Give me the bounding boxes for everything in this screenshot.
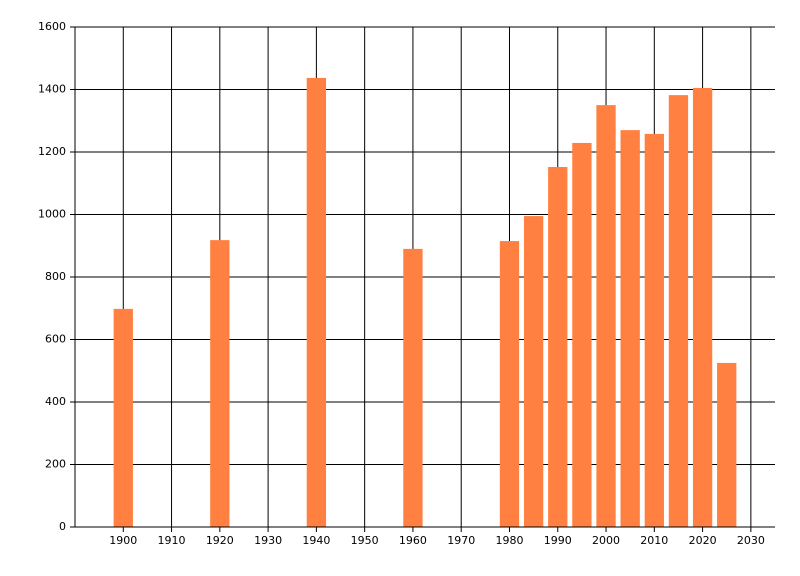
y-tick-label: 1400 bbox=[38, 83, 66, 96]
bar bbox=[499, 241, 520, 527]
bar bbox=[668, 95, 689, 527]
y-tick-label: 600 bbox=[45, 333, 66, 346]
x-tick-label: 1910 bbox=[158, 534, 186, 547]
bar bbox=[113, 308, 133, 527]
y-tick-label: 0 bbox=[59, 520, 66, 533]
x-tick-label: 2010 bbox=[640, 534, 668, 547]
bar bbox=[210, 240, 230, 527]
x-tick-label: 1940 bbox=[302, 534, 330, 547]
bar bbox=[644, 133, 664, 527]
y-tick-label: 800 bbox=[45, 270, 66, 283]
bar bbox=[620, 130, 640, 527]
x-tick-label: 1970 bbox=[447, 534, 475, 547]
bar bbox=[523, 216, 544, 527]
y-tick-label: 400 bbox=[45, 395, 66, 408]
x-tick-label: 2000 bbox=[592, 534, 620, 547]
x-tick-label: 1920 bbox=[206, 534, 234, 547]
x-tick-label: 1930 bbox=[254, 534, 282, 547]
bar bbox=[596, 105, 616, 527]
bar bbox=[572, 142, 592, 527]
y-tick-label: 1200 bbox=[38, 145, 66, 158]
y-tick-label: 200 bbox=[45, 458, 66, 471]
bar bbox=[306, 77, 327, 527]
x-tick-label: 1900 bbox=[109, 534, 137, 547]
x-tick-label: 1950 bbox=[351, 534, 379, 547]
bar bbox=[717, 362, 737, 527]
x-tick-label: 2020 bbox=[689, 534, 717, 547]
bar bbox=[403, 248, 423, 527]
y-tick-label: 1000 bbox=[38, 208, 66, 221]
x-tick-label: 1960 bbox=[399, 534, 427, 547]
bar bbox=[692, 87, 713, 527]
x-tick-label: 1990 bbox=[544, 534, 572, 547]
bar bbox=[548, 167, 568, 527]
x-tick-label: 2030 bbox=[737, 534, 765, 547]
x-tick-label: 1980 bbox=[495, 534, 523, 547]
y-tick-label: 1600 bbox=[38, 20, 66, 33]
